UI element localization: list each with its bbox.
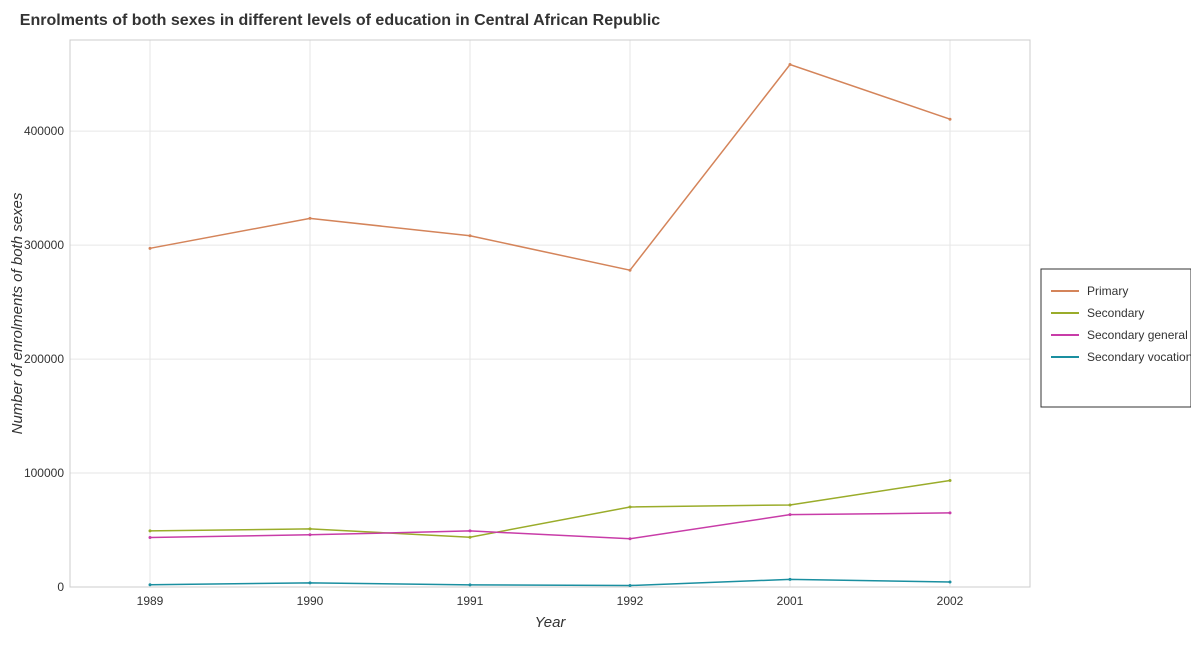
point-secondary-general-1991 bbox=[468, 529, 472, 533]
point-secondary-general-1989 bbox=[148, 536, 152, 540]
point-secondary-vocational-1990 bbox=[308, 581, 312, 585]
series-secondary bbox=[148, 478, 952, 539]
x-tick-label-1989: 1989 bbox=[137, 594, 164, 608]
y-axis-ticks: 0 100000 200000 300000 400000 bbox=[24, 124, 64, 594]
point-secondary-1989 bbox=[148, 529, 152, 533]
point-primary-2002 bbox=[948, 117, 952, 121]
series-line-secondary-vocational bbox=[149, 578, 951, 587]
point-primary-2001 bbox=[788, 63, 792, 67]
legend-item-secondary-vocational: Secondary vocational bbox=[1051, 350, 1191, 364]
series-lines bbox=[148, 63, 952, 588]
legend-items: Primary Secondary Secondary general Seconda… bbox=[1051, 284, 1191, 364]
series-line-primary bbox=[149, 63, 951, 272]
point-primary-1992 bbox=[628, 268, 632, 272]
point-secondary-2001 bbox=[788, 503, 792, 507]
y-axis-label: Number of enrolments of both sexes bbox=[9, 192, 26, 434]
legend-label-secondary-general: Secondary general bbox=[1087, 328, 1188, 342]
series-secondary-general bbox=[148, 511, 952, 541]
x-tick-label-1992: 1992 bbox=[617, 594, 644, 608]
series-secondary-vocational bbox=[148, 577, 952, 588]
x-tick-label-2002: 2002 bbox=[937, 594, 964, 608]
point-primary-1990 bbox=[308, 216, 312, 220]
legend-label-secondary-vocational: Secondary vocational bbox=[1087, 350, 1191, 364]
series-line-secondary-general bbox=[149, 512, 951, 540]
legend-item-secondary: Secondary bbox=[1051, 306, 1144, 320]
x-tick-label-1991: 1991 bbox=[457, 594, 484, 608]
point-secondary-vocational-1992 bbox=[628, 584, 632, 588]
point-secondary-1990 bbox=[308, 527, 312, 531]
point-secondary-general-2001 bbox=[788, 513, 792, 517]
chart-title: Enrolments of both sexes in different le… bbox=[20, 12, 661, 29]
point-secondary-vocational-1991 bbox=[468, 583, 472, 587]
point-primary-1991 bbox=[468, 234, 472, 238]
point-secondary-1992 bbox=[628, 505, 632, 509]
point-secondary-1991 bbox=[468, 535, 472, 539]
point-secondary-general-1990 bbox=[308, 533, 312, 537]
point-secondary-2002 bbox=[948, 478, 952, 482]
y-tick-label-0: 0 bbox=[57, 580, 64, 594]
point-secondary-vocational-2002 bbox=[948, 580, 952, 584]
x-tick-label-2001: 2001 bbox=[777, 594, 804, 608]
y-tick-label-4: 400000 bbox=[24, 124, 64, 138]
point-secondary-vocational-2001 bbox=[788, 577, 792, 581]
x-axis-ticks: 1989 1990 1991 1992 2001 2002 bbox=[137, 594, 964, 608]
gridlines bbox=[70, 40, 1030, 588]
point-secondary-vocational-1989 bbox=[148, 583, 152, 587]
series-primary bbox=[148, 63, 952, 272]
x-axis-label: Year bbox=[535, 614, 567, 631]
legend: Primary Secondary Secondary general Seconda… bbox=[1040, 268, 1191, 408]
point-secondary-general-1992 bbox=[628, 537, 632, 541]
legend-item-secondary-general: Secondary general bbox=[1051, 328, 1188, 342]
legend-label-primary: Primary bbox=[1087, 284, 1128, 298]
y-tick-label-1: 100000 bbox=[24, 466, 64, 480]
plot-area bbox=[69, 39, 1031, 588]
legend-item-primary: Primary bbox=[1051, 284, 1128, 298]
x-tick-label-1990: 1990 bbox=[297, 594, 324, 608]
series-line-secondary bbox=[149, 479, 951, 538]
y-tick-label-2: 200000 bbox=[24, 352, 64, 366]
legend-label-secondary: Secondary bbox=[1087, 306, 1144, 320]
point-primary-1989 bbox=[148, 246, 152, 250]
point-secondary-general-2002 bbox=[948, 511, 952, 515]
y-tick-label-3: 300000 bbox=[24, 238, 64, 252]
